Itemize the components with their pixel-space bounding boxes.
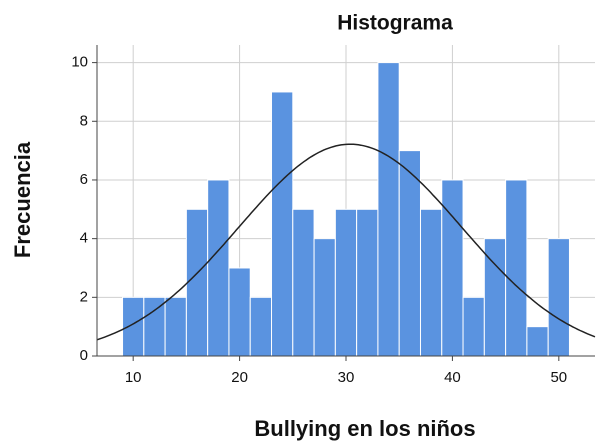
- bar: [143, 296, 166, 357]
- bar: [207, 179, 230, 357]
- x-tick-label: 50: [550, 369, 567, 386]
- bar: [377, 62, 400, 357]
- x-tick-label: 20: [231, 369, 248, 386]
- bar: [164, 296, 187, 357]
- bar: [419, 208, 443, 357]
- bar: [356, 208, 379, 357]
- bar: [334, 208, 358, 357]
- y-tick-label: 10: [71, 54, 88, 71]
- x-axis-label: Bullying en los niños: [254, 416, 475, 441]
- bar: [249, 296, 273, 357]
- bar: [526, 326, 549, 357]
- bar: [313, 238, 336, 357]
- x-tick-label: 30: [338, 369, 355, 386]
- bar: [505, 179, 528, 357]
- y-tick-label: 4: [80, 230, 88, 247]
- bar: [441, 179, 464, 357]
- y-axis-label: Frecuencia: [10, 141, 35, 258]
- x-tick-label: 10: [125, 369, 142, 386]
- bar: [292, 208, 315, 357]
- normal-curve: [96, 143, 596, 341]
- y-tick-label: 6: [80, 171, 88, 188]
- bar: [185, 208, 209, 357]
- chart-title: Histograma: [337, 12, 453, 35]
- bar: [271, 91, 294, 357]
- bar: [547, 238, 570, 357]
- y-tick-label: 8: [80, 112, 88, 129]
- bar: [398, 150, 421, 357]
- y-tick-label: 2: [80, 288, 88, 305]
- bar: [228, 267, 251, 357]
- y-tick-label: 0: [80, 347, 88, 364]
- bar: [462, 296, 485, 357]
- bar: [122, 296, 145, 357]
- x-tick-label: 40: [444, 369, 461, 386]
